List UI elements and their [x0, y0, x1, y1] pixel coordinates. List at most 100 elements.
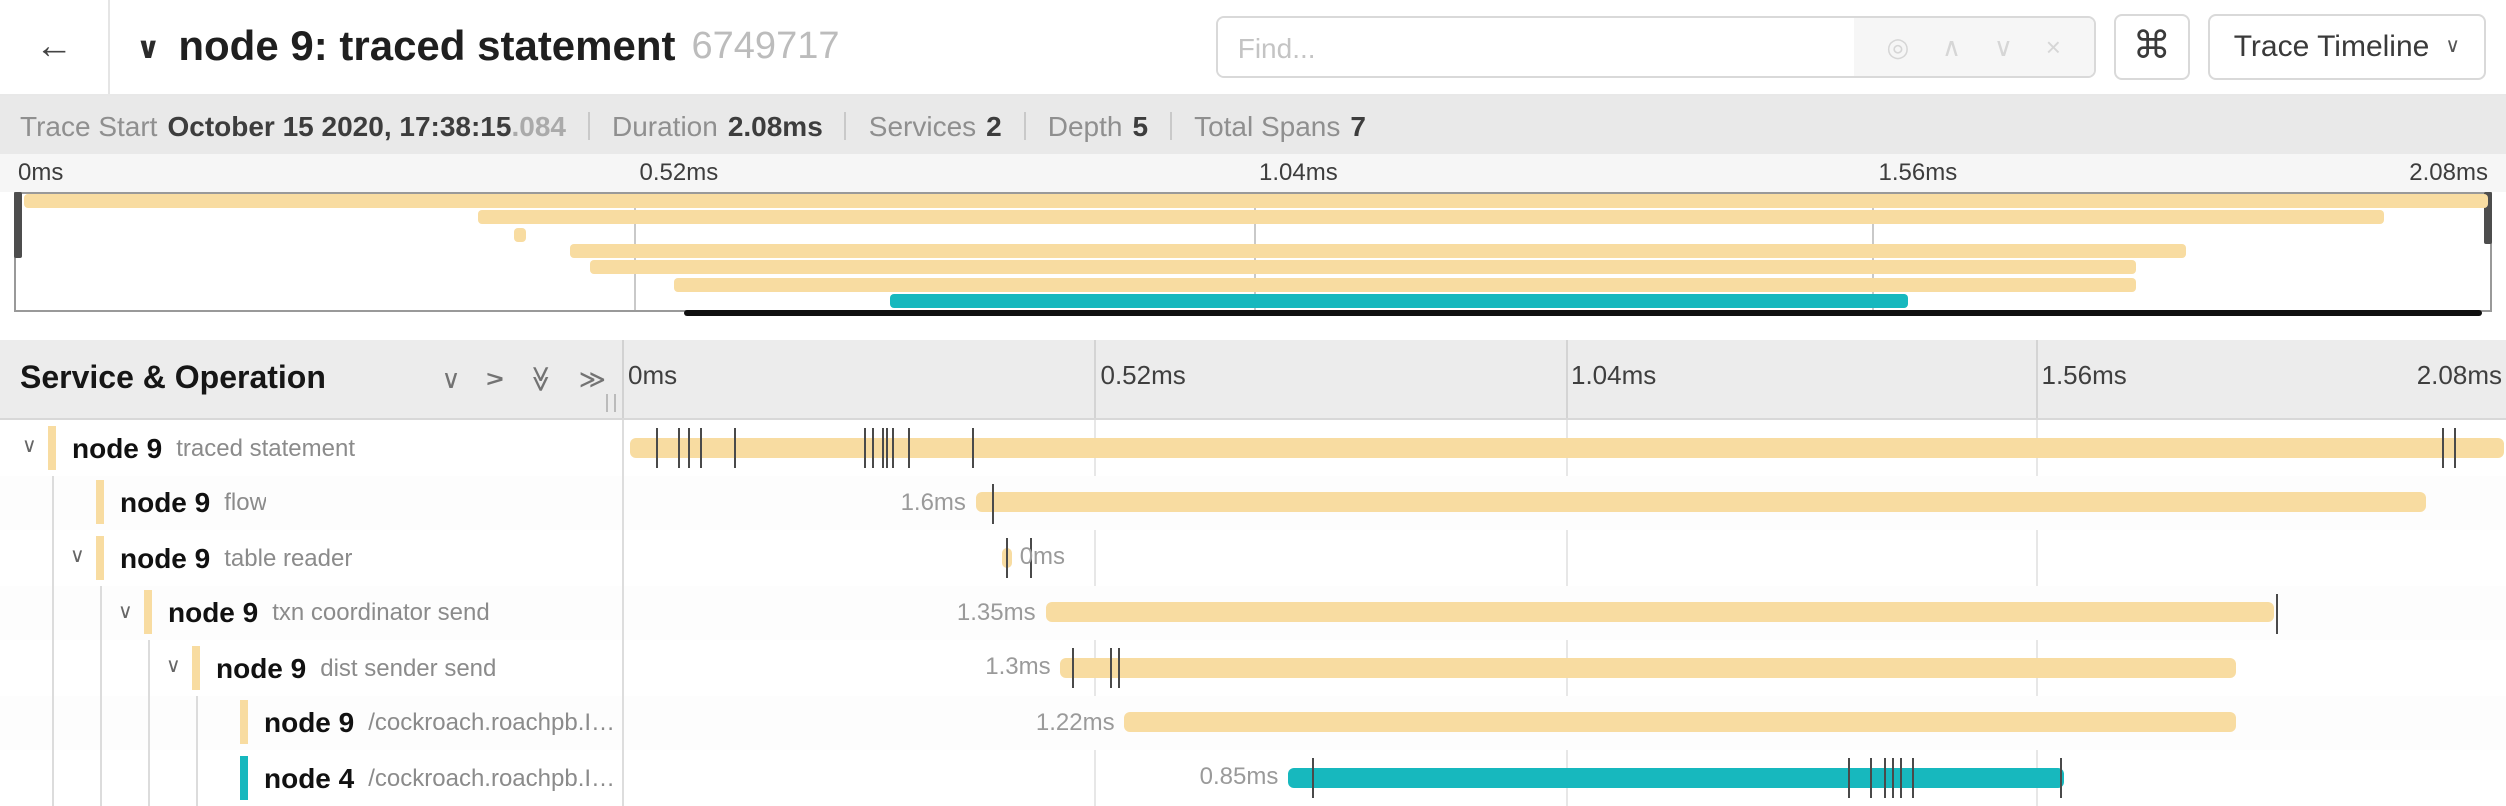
span-log-tick	[1847, 758, 1850, 798]
span-row-label[interactable]: ∨ node 9 dist sender send	[0, 640, 624, 695]
span-row-timeline[interactable]: 1.6ms	[624, 475, 2506, 530]
span-log-tick	[908, 428, 911, 468]
row-expander-icon[interactable]: ∨	[70, 546, 85, 569]
trace-info-item: Trace Start October 15 2020, 17:38:15.084	[20, 109, 566, 141]
operation-name: /cockroach.roachpb.I…	[368, 763, 616, 792]
service-name: node 9	[120, 541, 211, 574]
span-row-label[interactable]: ∨ node 9 traced statement	[0, 420, 624, 475]
span-row-label[interactable]: ∨ node 9 txn coordinator send	[0, 585, 624, 640]
horizontal-scrollbar-thumb[interactable]	[683, 310, 2483, 316]
ruler-gridline	[1094, 340, 1097, 418]
span-row-timeline[interactable]: 1.22ms	[624, 695, 2506, 750]
service-name: node 4	[264, 761, 355, 794]
row-expander-icon[interactable]: ∨	[118, 601, 133, 624]
service-operation-header: Service & Operation ∨ ∨ ≫ ≫	[0, 340, 624, 418]
service-color-bar	[240, 755, 248, 800]
span-log-tick	[891, 428, 894, 468]
minimap-span-bar	[889, 293, 1909, 308]
span-row-timeline[interactable]: 1.35ms	[624, 585, 2506, 640]
info-separator	[1023, 111, 1026, 139]
span-row-label[interactable]: node 4/cockroach.roachpb.I…	[0, 750, 624, 805]
span-bar[interactable]	[975, 492, 2426, 513]
clear-search-icon[interactable]: ×	[2045, 32, 2061, 62]
span-row: node 9 flow 1.6ms	[0, 475, 2506, 530]
span-row-timeline[interactable]: 0ms	[624, 530, 2506, 585]
title-collapse-icon[interactable]: ∨	[136, 31, 161, 65]
ruler-tick-label: 1.04ms	[1259, 158, 1338, 186]
trace-info-item: Depth 5	[1048, 109, 1148, 141]
span-log-tick	[1118, 648, 1121, 688]
ruler-tick-label: 0.52ms	[1100, 360, 1186, 390]
row-expander-icon[interactable]: ∨	[22, 436, 37, 459]
find-controls: ◎ ∧ ∨ ×	[1853, 18, 2094, 76]
column-resizer-handle[interactable]	[606, 394, 616, 412]
locate-icon[interactable]: ◎	[1886, 31, 1910, 61]
service-name: node 9	[168, 596, 259, 629]
span-log-tick	[2453, 428, 2456, 468]
info-label: Services	[868, 109, 977, 141]
minimap-span-bar	[478, 210, 2384, 225]
info-value: 2	[986, 109, 1002, 141]
span-row: node 9/cockroach.roachpb.I… 1.22ms	[0, 695, 2506, 750]
find-input[interactable]	[1217, 18, 1854, 76]
span-row: node 4/cockroach.roachpb.I… 0.85ms	[0, 750, 2506, 805]
indent-guide	[52, 750, 54, 805]
span-bar[interactable]	[629, 437, 2505, 458]
span-bar[interactable]	[1060, 657, 2237, 678]
indent-guide	[100, 750, 102, 805]
span-log-tick	[2059, 758, 2062, 798]
service-name: node 9	[216, 651, 307, 684]
indent-guide	[148, 750, 150, 805]
span-log-tick	[872, 428, 875, 468]
indent-guide	[196, 695, 198, 750]
collapse-one-icon[interactable]: ∨	[441, 364, 461, 394]
indent-guide	[196, 750, 198, 805]
ruler-gridline	[2035, 340, 2038, 418]
minimap-span-bar	[674, 277, 2137, 291]
expand-one-icon[interactable]: ∨	[479, 369, 510, 389]
back-button[interactable]: ←	[0, 0, 110, 94]
span-row-label[interactable]: node 9/cockroach.roachpb.I…	[0, 695, 624, 750]
indent-guide	[52, 640, 54, 695]
next-result-icon[interactable]: ∨	[1993, 31, 2013, 61]
collapse-all-icon[interactable]: ≫	[526, 365, 557, 393]
minimap-left-scrubber[interactable]	[14, 192, 22, 258]
trace-info-bar: Trace Start October 15 2020, 17:38:15.084…	[0, 96, 2506, 154]
row-expander-icon[interactable]: ∨	[166, 656, 181, 679]
trace-id: 6749717	[691, 25, 840, 67]
expand-all-icon[interactable]: ≫	[578, 364, 606, 394]
span-row-timeline[interactable]: 0.85ms	[624, 750, 2506, 805]
span-bar[interactable]	[1045, 602, 2275, 623]
span-log-tick	[992, 483, 995, 523]
span-bar[interactable]	[1124, 712, 2237, 733]
indent-guide	[52, 695, 54, 750]
span-bar[interactable]	[1288, 767, 2064, 788]
indent-guide	[100, 695, 102, 750]
expand-collapse-controls: ∨ ∨ ≫ ≫	[441, 364, 607, 394]
span-row-label[interactable]: node 9 flow	[0, 475, 624, 530]
trace-info-item: Services 2	[869, 109, 1002, 141]
keyboard-shortcuts-button[interactable]: ⌘	[2113, 14, 2190, 80]
span-row-label[interactable]: ∨ node 9 table reader	[0, 530, 624, 585]
page-title: node 9: traced statement	[178, 23, 676, 69]
info-value: 7	[1350, 109, 1366, 141]
trace-info-item: Duration 2.08ms	[612, 109, 823, 141]
info-label: Trace Start	[20, 109, 158, 141]
span-row-timeline[interactable]	[624, 420, 2506, 475]
page-header: ← ∨ node 9: traced statement 6749717 ◎ ∧ ∨…	[0, 0, 2506, 96]
info-separator	[1170, 111, 1173, 139]
minimap-span-bar	[589, 260, 2137, 275]
minimap-viewport[interactable]	[14, 192, 2492, 312]
span-log-tick	[1869, 758, 1872, 798]
service-name: node 9	[72, 431, 163, 464]
trace-view-select[interactable]: Trace Timeline ∨	[2207, 14, 2486, 80]
minimap-right-scrubber[interactable]	[2484, 192, 2492, 244]
span-row-timeline[interactable]: 1.3ms	[624, 640, 2506, 695]
info-value: 2.08ms	[727, 109, 823, 141]
prev-result-icon[interactable]: ∧	[1942, 31, 1962, 61]
operation-name: flow	[224, 488, 267, 517]
span-log-tick	[2442, 428, 2444, 468]
service-color-bar	[192, 645, 200, 690]
info-separator	[587, 111, 590, 139]
